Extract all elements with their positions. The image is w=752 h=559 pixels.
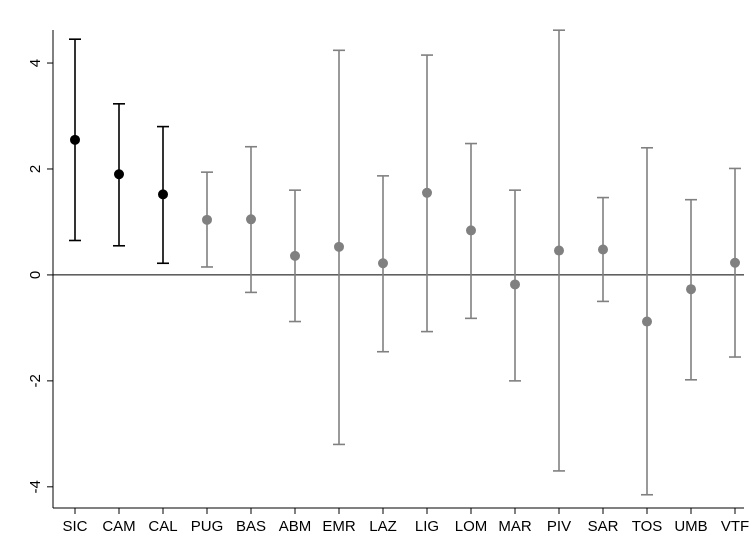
error-bar-lom (465, 142, 477, 320)
y-tick-label: -4 (27, 480, 44, 493)
y-axis-tick-labels: -4 -2 0 2 4 (27, 59, 44, 494)
x-tick-label: UMB (674, 518, 707, 535)
point-estimate (686, 284, 696, 295)
error-bar-lig (421, 54, 433, 333)
error-bar-tos (641, 146, 653, 496)
point-estimate (554, 245, 564, 256)
error-bar-cam (113, 103, 125, 247)
error-bar-laz (377, 175, 389, 353)
y-tick-label: 2 (27, 165, 44, 173)
point-estimate (730, 257, 740, 268)
x-tick-label: SAR (588, 518, 619, 535)
x-tick-label: CAM (102, 518, 135, 535)
y-tick-label: -2 (27, 374, 44, 387)
point-estimate (246, 214, 256, 225)
point-estimate (422, 187, 432, 198)
error-bar-mar (509, 189, 521, 382)
axes (47, 30, 744, 514)
error-bars (69, 29, 741, 496)
x-tick-label: LIG (415, 518, 439, 535)
x-tick-label: PIV (547, 518, 571, 535)
point-estimate (642, 316, 652, 327)
point-estimate (466, 225, 476, 236)
x-tick-label: VTF (721, 518, 749, 535)
x-tick-label: TOS (632, 518, 663, 535)
point-estimate (334, 241, 344, 252)
error-bar-bas (245, 145, 257, 294)
x-tick-label: ABM (279, 518, 312, 535)
error-bar-umb (685, 198, 697, 381)
error-bar-sar (597, 196, 609, 303)
point-estimate (202, 214, 212, 225)
x-tick-label: LAZ (369, 518, 397, 535)
point-estimate (158, 189, 168, 200)
point-estimate (290, 250, 300, 261)
error-bar-cal (157, 125, 169, 265)
point-estimate (378, 258, 388, 269)
point-estimate (114, 169, 124, 180)
point-estimate (510, 279, 520, 290)
error-bar-vtf (729, 167, 741, 358)
x-axis-tick-labels: SIC CAM CAL PUG BAS ABM EMR LAZ LIG LOM MAR PIV SAR T… (62, 518, 749, 535)
point-estimate (598, 244, 608, 255)
error-bar-pug (201, 171, 213, 268)
error-bar-emr (333, 49, 345, 446)
x-tick-label: BAS (236, 518, 266, 535)
error-bar-abm (289, 189, 301, 323)
y-tick-label: 0 (27, 271, 44, 279)
error-bar-piv (553, 29, 565, 472)
x-tick-label: LOM (455, 518, 488, 535)
x-tick-label: EMR (322, 518, 356, 535)
x-tick-label: MAR (498, 518, 532, 535)
x-tick-label: CAL (148, 518, 177, 535)
point-estimate (70, 134, 80, 145)
x-tick-label: SIC (62, 518, 87, 535)
x-tick-label: PUG (191, 518, 224, 535)
error-bar-sic (69, 38, 81, 242)
y-tick-label: 4 (27, 59, 44, 67)
